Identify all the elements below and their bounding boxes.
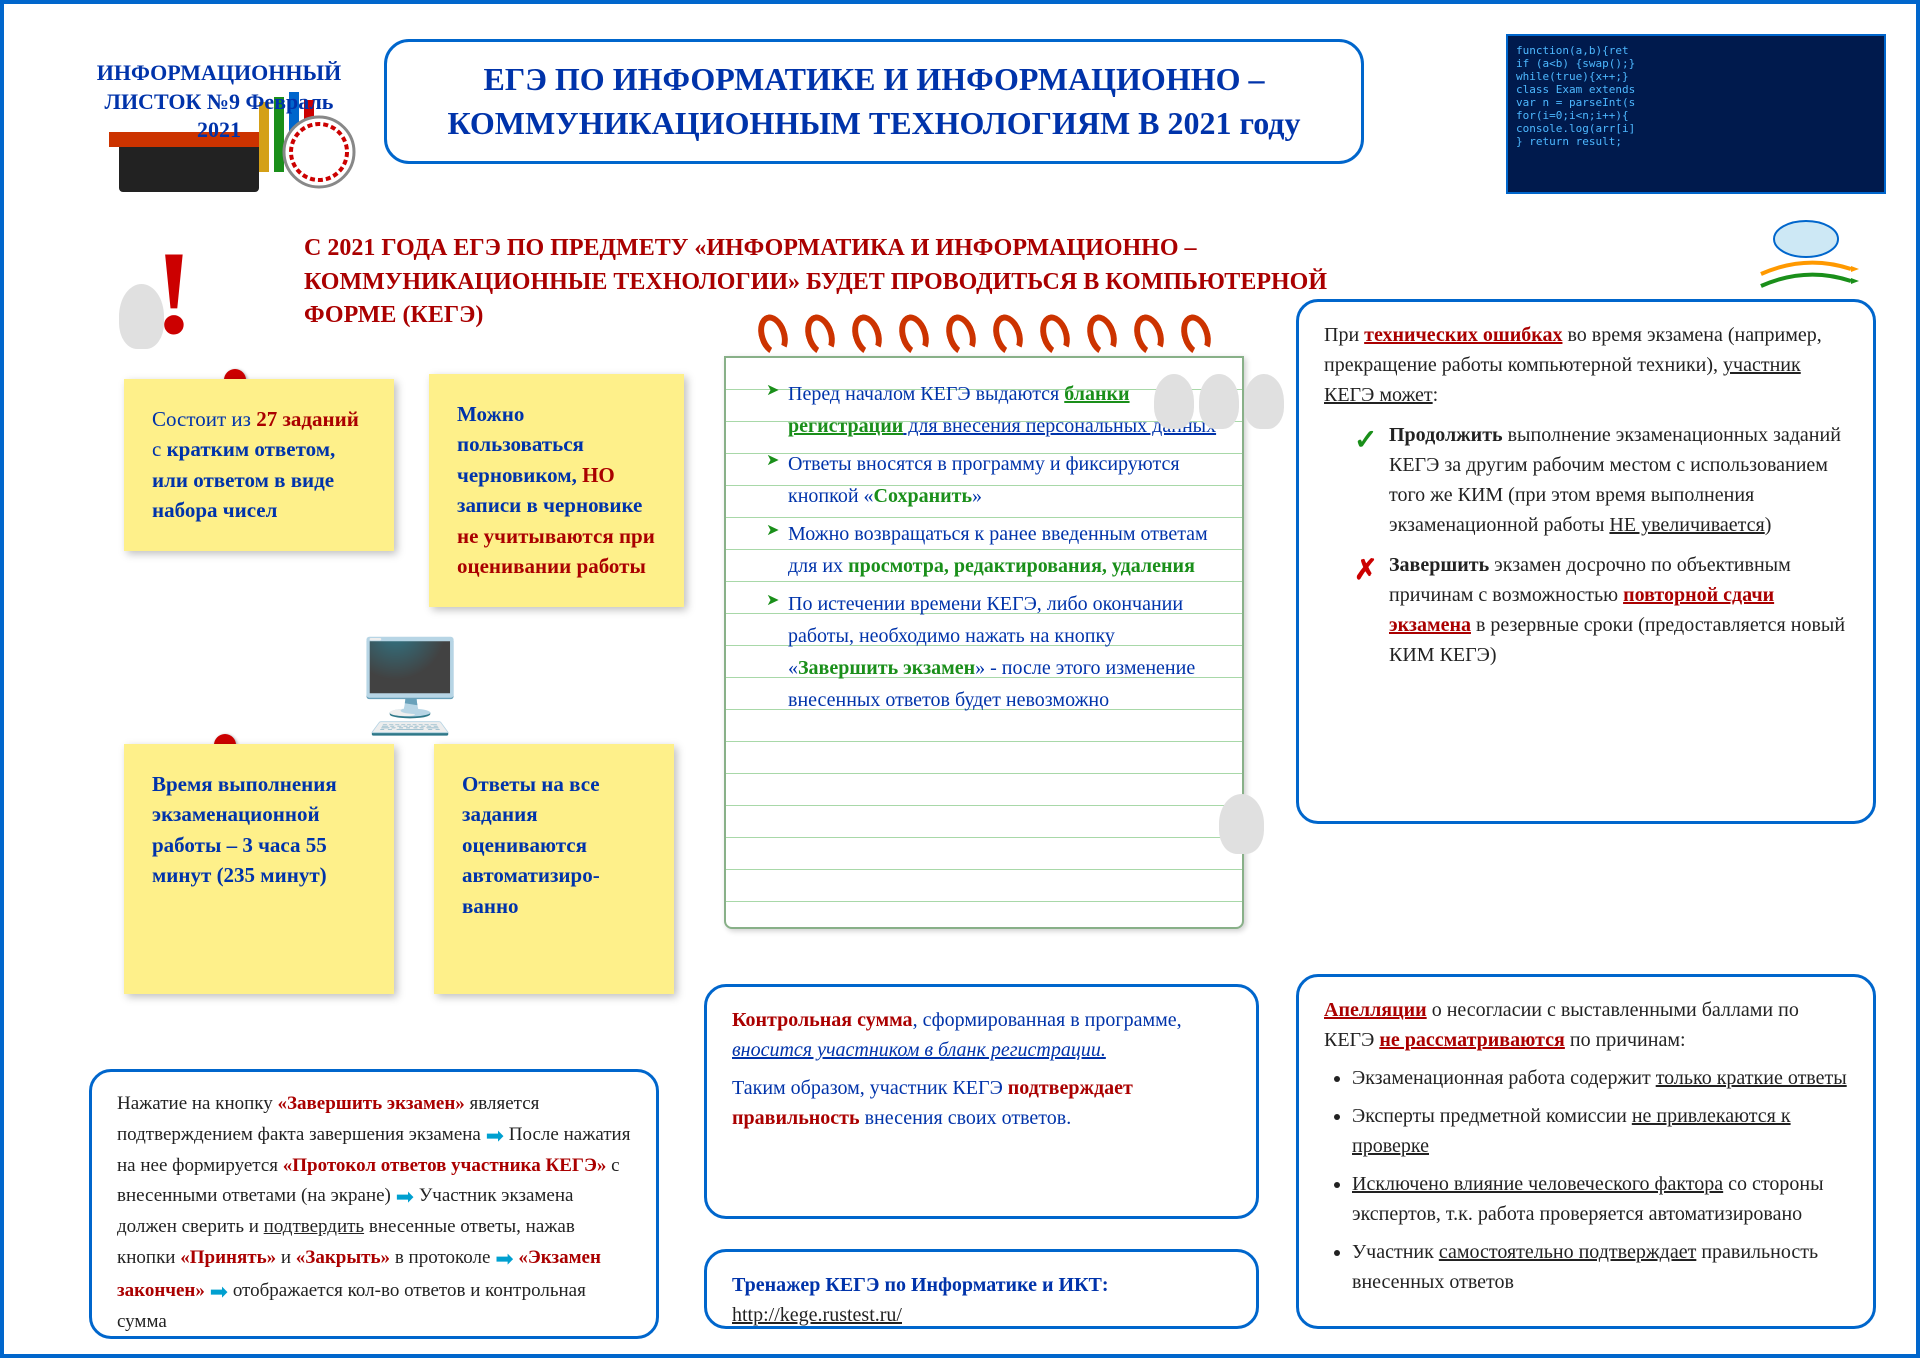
appeal-reason: Участник самостоятельно подтверждает пра… — [1352, 1237, 1848, 1297]
appeal-reason: Экзаменационная работа содержит только к… — [1352, 1063, 1848, 1093]
mascot-group-icon — [1244, 374, 1284, 429]
exclamation-icon: ! — [154, 224, 194, 362]
appeal-intro: Апелляции о несогласии с выставленными б… — [1324, 995, 1848, 1055]
notepad-item: Можно возвращаться к ранее введенным отв… — [766, 518, 1217, 582]
text: автоматизиро-ванно — [462, 863, 600, 917]
text: «Принять» — [180, 1246, 276, 1267]
text: Таким образом, участник КЕГЭ — [732, 1077, 1008, 1099]
text: технических ошибках — [1364, 324, 1562, 346]
leaflet-number-label: ИНФОРМАЦИОННЫЙ ЛИСТОК №9 Февраль 2021 — [94, 59, 344, 145]
mascot-group-icon — [1199, 374, 1239, 429]
mascot-group-icon — [1154, 374, 1194, 429]
text: Перед началом КЕГЭ выдаются — [788, 383, 1064, 405]
text: Время выполнения экзаменационной работы … — [152, 772, 337, 887]
text: Ответы вносятся в программу и фиксируютс… — [788, 453, 1180, 507]
notepad-page: Перед началом КЕГЭ выдаются бланки регис… — [724, 356, 1244, 929]
text: ) — [1765, 514, 1772, 536]
appeal-reason: Эксперты предметной комиссии не привлека… — [1352, 1101, 1848, 1161]
text: кратким ответом, или ответом в виде набо… — [152, 437, 335, 522]
finish-exam-box: Нажатие на кнопку «Завершить экзамен» яв… — [89, 1069, 659, 1339]
technical-errors-box: При технических ошибках во время экзамен… — [1296, 299, 1876, 824]
text: по причинам: — [1565, 1029, 1686, 1051]
text: вносится участником в бланк регистрации. — [732, 1039, 1106, 1061]
text: : — [1433, 384, 1439, 406]
text: » — [972, 485, 982, 507]
text: НЕ увеличивается — [1609, 514, 1764, 536]
text: НО — [582, 463, 615, 487]
text: внесения своих ответов. — [860, 1107, 1072, 1129]
appeal-box: Апелляции о несогласии с выставленными б… — [1296, 974, 1876, 1329]
text: При — [1324, 324, 1364, 346]
text: «Закрыть» — [296, 1246, 390, 1267]
text: Контрольная сумма — [732, 1009, 913, 1031]
text: Апелляции — [1324, 999, 1427, 1021]
arrow-icon: ➡ — [210, 1275, 228, 1308]
main-title: ЕГЭ ПО ИНФОРМАТИКЕ И ИНФОРМАЦИОННО – КОМ… — [427, 58, 1321, 144]
sticky-task-count: Состоит из 27 заданий с кратким ответом,… — [124, 379, 394, 551]
text: просмотра, редактирования, удаления — [848, 555, 1195, 577]
computer-icon: 🖥️ — [354, 634, 466, 739]
sticky-draft-rules: Можно пользоваться черновиком, НО записи… — [429, 374, 684, 607]
spiral-binding-decor — [724, 304, 1244, 356]
notepad-item: Ответы вносятся в программу и фиксируютс… — [766, 448, 1217, 512]
sticky-auto-grading: Ответы на все задания оцениваются автома… — [434, 744, 674, 994]
swoosh-logo-decor — [1751, 214, 1861, 304]
title-box: ЕГЭ ПО ИНФОРМАТИКЕ И ИНФОРМАЦИОННО – КОМ… — [384, 39, 1364, 164]
trainer-link-box: Тренажер КЕГЭ по Информатике и ИКТ: http… — [704, 1249, 1259, 1329]
text: записи в черновике — [457, 493, 642, 517]
text: с — [152, 437, 167, 461]
checksum-p1: Контрольная сумма, сформированная в прог… — [732, 1005, 1231, 1065]
text: Эксперты предметной комиссии — [1352, 1105, 1632, 1127]
text: не учитываются при оценивании работы — [457, 524, 655, 578]
text: Можно пользоваться черновиком, — [457, 402, 584, 487]
checksum-p2: Таким образом, участник КЕГЭ подтверждае… — [732, 1073, 1231, 1133]
arrow-icon: ➡ — [486, 1119, 504, 1152]
text: Сохранить — [874, 485, 973, 507]
mascot-arrow-icon — [1219, 794, 1264, 854]
arrow-icon: ➡ — [495, 1242, 513, 1275]
text: «Завершить экзамен» — [278, 1093, 465, 1114]
text: Исключено влияние человеческого фактора — [1352, 1173, 1723, 1195]
text: Нажатие на кнопку — [117, 1093, 278, 1114]
text: Продолжить — [1389, 424, 1503, 446]
appeal-reason: Исключено влияние человеческого фактора … — [1352, 1169, 1848, 1229]
tech-intro: При технических ошибках во время экзамен… — [1324, 320, 1848, 410]
text: Экзаменационная работа содержит — [1352, 1067, 1656, 1089]
text: не рассматриваются — [1379, 1029, 1565, 1051]
tech-option-terminate: Завершить экзамен досрочно по объективны… — [1354, 550, 1848, 670]
text: только краткие ответы — [1656, 1067, 1847, 1089]
text: в протоколе — [390, 1246, 495, 1267]
checksum-box: Контрольная сумма, сформированная в прог… — [704, 984, 1259, 1219]
code-photo-decor: function(a,b){retif (a<b) {swap();}while… — [1506, 34, 1886, 194]
text: самостоятельно подтверждает — [1439, 1241, 1696, 1263]
text: Состоит из — [152, 407, 256, 431]
text: 27 заданий — [256, 407, 359, 431]
text: «Протокол ответов участника КЕГЭ» — [283, 1155, 607, 1176]
text: Завершить — [1389, 554, 1489, 576]
notepad-item: Перед началом КЕГЭ выдаются бланки регис… — [766, 378, 1217, 442]
tech-option-continue: Продолжить выполнение экзаменационных за… — [1354, 420, 1848, 540]
text: , сформированная в программе, — [913, 1009, 1182, 1031]
arrow-icon: ➡ — [396, 1180, 414, 1213]
trainer-label: Тренажер КЕГЭ по Информатике и ИКТ: — [732, 1270, 1231, 1300]
text: подтвердить — [264, 1216, 364, 1237]
text: и — [276, 1246, 296, 1267]
trainer-url[interactable]: http://kege.rustest.ru/ — [732, 1304, 902, 1326]
text: Ответы на все задания оцениваются — [462, 772, 600, 857]
mascot-figure-icon — [119, 284, 164, 349]
text: Завершить экзамен — [798, 657, 975, 679]
sticky-time-limit: Время выполнения экзаменационной работы … — [124, 744, 394, 994]
notepad-item: По истечении времени КЕГЭ, либо окончани… — [766, 588, 1217, 716]
text: Участник — [1352, 1241, 1439, 1263]
